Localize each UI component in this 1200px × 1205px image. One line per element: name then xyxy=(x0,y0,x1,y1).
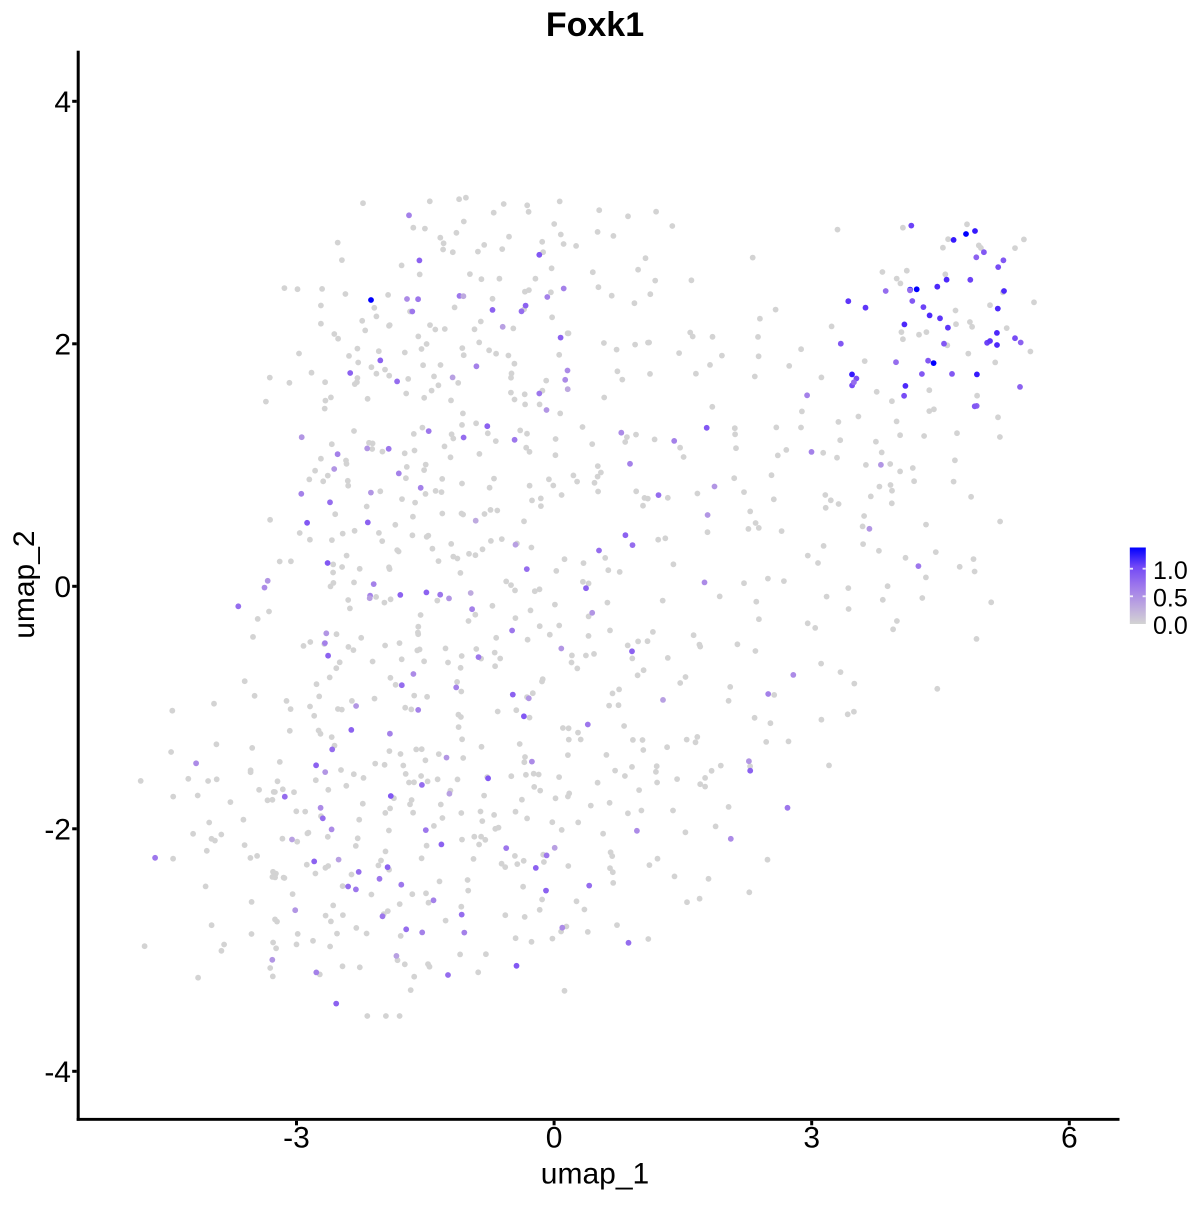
svg-text:-3: -3 xyxy=(283,1121,310,1154)
svg-text:umap_1: umap_1 xyxy=(541,1158,649,1191)
svg-text:Foxk1: Foxk1 xyxy=(546,6,644,44)
svg-text:3: 3 xyxy=(803,1121,820,1154)
svg-text:-4: -4 xyxy=(44,1056,71,1089)
svg-text:2: 2 xyxy=(54,329,71,362)
svg-text:umap_2: umap_2 xyxy=(8,530,41,638)
svg-text:6: 6 xyxy=(1061,1121,1078,1154)
svg-text:1.0: 1.0 xyxy=(1153,557,1188,585)
svg-text:0.0: 0.0 xyxy=(1153,612,1188,640)
svg-text:0: 0 xyxy=(54,571,71,604)
svg-text:-2: -2 xyxy=(44,814,71,847)
svg-text:0: 0 xyxy=(546,1121,563,1154)
svg-text:0.5: 0.5 xyxy=(1153,585,1188,613)
svg-text:4: 4 xyxy=(54,86,71,119)
